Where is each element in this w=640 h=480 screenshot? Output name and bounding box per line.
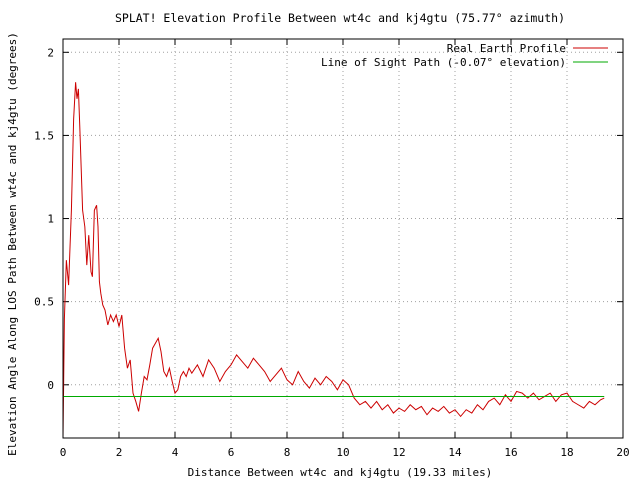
series-lines: [63, 82, 605, 438]
y-tick-label: 1.5: [34, 129, 54, 142]
x-tick-labels: 0 2 4 6 8 10 12 14 16 18 20: [60, 446, 630, 459]
series-real-earth-profile: [63, 82, 605, 438]
x-tick-label: 8: [284, 446, 291, 459]
x-tick-label: 14: [448, 446, 462, 459]
legend-label-real-earth-profile: Real Earth Profile: [447, 42, 566, 55]
x-tick-label: 2: [116, 446, 123, 459]
x-tick-label: 10: [336, 446, 349, 459]
plot-border: [62, 38, 624, 439]
grid-lines: [63, 39, 623, 438]
legend: Real Earth Profile Line of Sight Path (-…: [321, 42, 608, 69]
y-tick-labels: 0 0.5 1 1.5 2: [34, 46, 54, 392]
x-tick-label: 6: [228, 446, 235, 459]
x-tick-label: 20: [616, 446, 629, 459]
y-axis-label: Elevation Angle Along LOS Path Between w…: [6, 32, 19, 456]
y-tick-label: 2: [47, 46, 54, 59]
chart-title: SPLAT! Elevation Profile Between wt4c an…: [115, 11, 565, 25]
x-axis-label: Distance Between wt4c and kj4gtu (19.33 …: [188, 466, 493, 479]
y-tick-label: 0: [47, 379, 54, 392]
x-tick-label: 18: [560, 446, 573, 459]
x-tick-label: 16: [504, 446, 517, 459]
legend-label-line-of-sight: Line of Sight Path (-0.07° elevation): [321, 56, 566, 69]
y-tick-label: 0.5: [34, 296, 54, 309]
x-tick-label: 4: [172, 446, 179, 459]
x-tick-label: 12: [392, 446, 405, 459]
x-tick-label: 0: [60, 446, 67, 459]
y-tick-label: 1: [47, 213, 54, 226]
